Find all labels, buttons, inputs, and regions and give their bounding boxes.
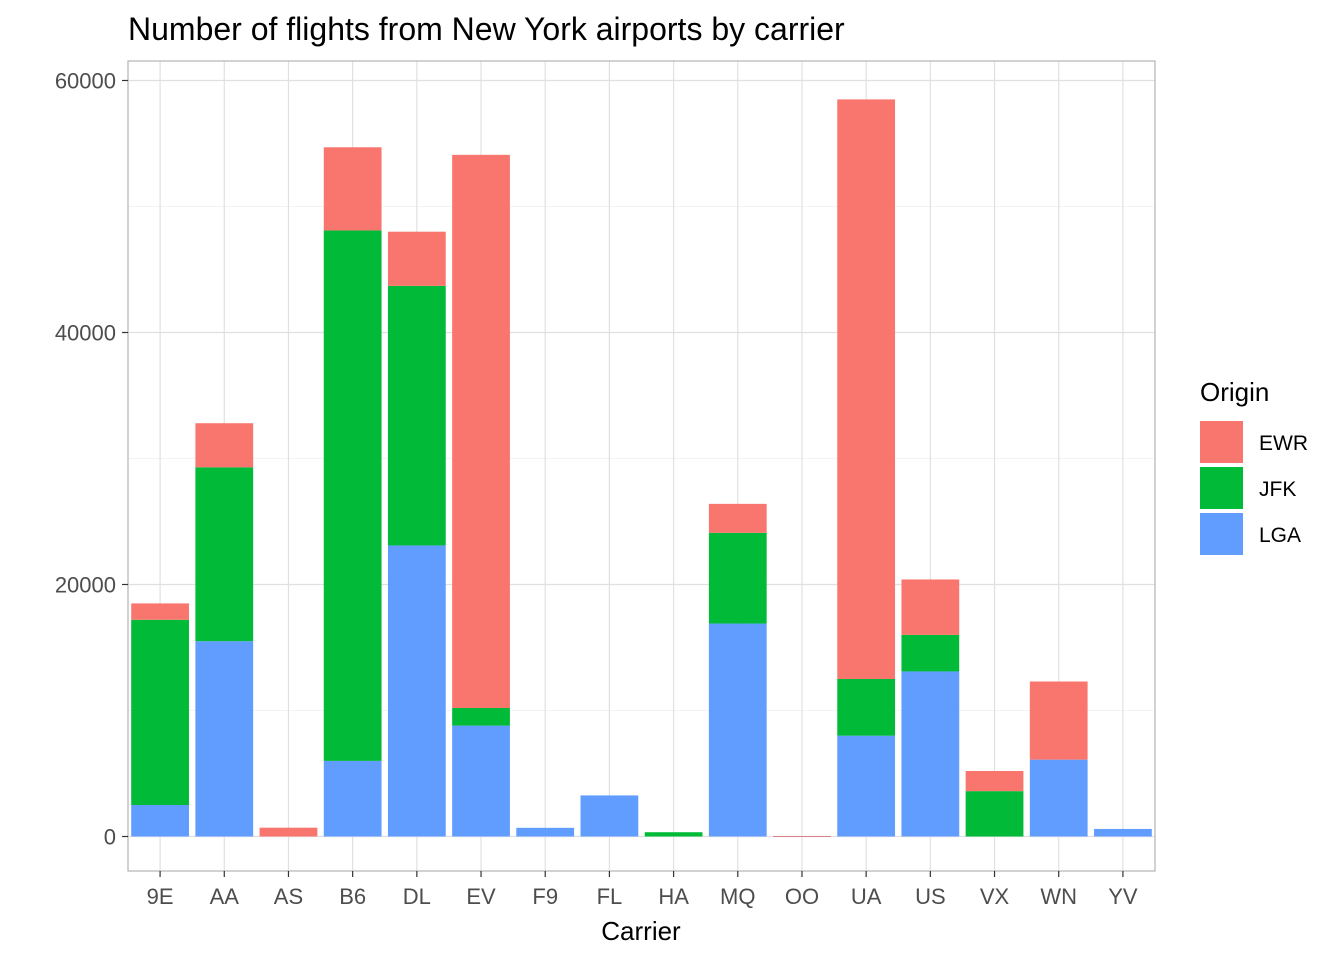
x-tick-label: VX — [980, 884, 1010, 909]
legend-swatch-JFK — [1200, 467, 1243, 509]
gridlines — [128, 61, 1155, 871]
bars — [131, 99, 1152, 837]
bar-YV-LGA — [1094, 828, 1152, 837]
bar-EV-LGA — [452, 725, 510, 837]
bar-DL-EWR — [387, 231, 446, 286]
x-tick-label: B6 — [339, 884, 366, 909]
legend: Origin EWR JFK LGA — [1200, 377, 1308, 555]
panel-border — [127, 60, 1156, 872]
bar-9E-JFK — [131, 619, 189, 805]
legend-label-EWR: EWR — [1259, 432, 1308, 455]
bar-AA-JFK — [195, 467, 254, 642]
bar-US-JFK — [901, 634, 960, 672]
legend-title: Origin — [1200, 377, 1269, 407]
bar-B6-LGA — [323, 760, 382, 837]
bar-UA-LGA — [837, 735, 896, 837]
x-tick-label: OO — [785, 884, 819, 909]
bar-US-LGA — [901, 671, 960, 837]
bar-AA-LGA — [195, 641, 254, 837]
x-axis-ticks: 9E AA AS B6 DL EV F9 FL HA MQ OO UA US VX WN YV — [147, 871, 1138, 909]
bar-OO-EWR — [773, 836, 831, 837]
x-tick-label: F9 — [532, 884, 558, 909]
y-tick-label: 0 — [104, 825, 116, 850]
bar-EV-EWR — [452, 154, 510, 708]
legend-swatch-LGA — [1200, 513, 1243, 555]
legend-label-JFK: JFK — [1259, 478, 1296, 501]
y-tick-label: 60000 — [55, 69, 116, 94]
x-tick-label: WN — [1040, 884, 1077, 909]
x-tick-label: DL — [403, 884, 431, 909]
x-tick-label: 9E — [147, 884, 174, 909]
bar-VX-JFK — [965, 791, 1024, 837]
x-tick-label: UA — [851, 884, 882, 909]
bar-WN-LGA — [1029, 759, 1088, 837]
x-tick-label: US — [915, 884, 946, 909]
bar-MQ-LGA — [708, 623, 767, 837]
bar-AA-EWR — [195, 423, 254, 468]
bar-9E-LGA — [131, 805, 189, 837]
x-tick-label: AS — [274, 884, 303, 909]
bar-UA-EWR — [837, 99, 896, 679]
bar-MQ-EWR — [708, 503, 767, 533]
bar-WN-EWR — [1029, 681, 1088, 760]
bar-9E-EWR — [131, 603, 189, 620]
bar-AS-EWR — [259, 827, 318, 837]
x-tick-label: FL — [597, 884, 623, 909]
bar-B6-JFK — [323, 230, 382, 761]
x-tick-label: YV — [1108, 884, 1138, 909]
legend-label-LGA: LGA — [1259, 524, 1301, 547]
legend-swatch-EWR — [1200, 421, 1243, 463]
y-tick-label: 40000 — [55, 321, 116, 346]
bar-EV-JFK — [452, 707, 510, 726]
bar-UA-JFK — [837, 679, 896, 736]
x-tick-label: MQ — [720, 884, 755, 909]
bar-F9-LGA — [516, 827, 575, 837]
x-tick-label: HA — [658, 884, 689, 909]
bar-DL-LGA — [387, 545, 446, 837]
x-tick-label: EV — [466, 884, 496, 909]
bar-B6-EWR — [323, 147, 382, 231]
bar-HA-JFK — [644, 832, 703, 837]
chart-title: Number of flights from New York airports… — [128, 11, 845, 47]
x-tick-label: AA — [210, 884, 240, 909]
bar-US-EWR — [901, 579, 960, 635]
x-axis-title: Carrier — [601, 916, 681, 946]
bar-FL-LGA — [580, 795, 639, 837]
bar-MQ-JFK — [708, 532, 767, 624]
y-tick-label: 20000 — [55, 573, 116, 598]
bar-VX-EWR — [965, 770, 1024, 792]
y-axis-ticks: 0 20000 40000 60000 — [55, 69, 128, 850]
bar-DL-JFK — [387, 285, 446, 546]
